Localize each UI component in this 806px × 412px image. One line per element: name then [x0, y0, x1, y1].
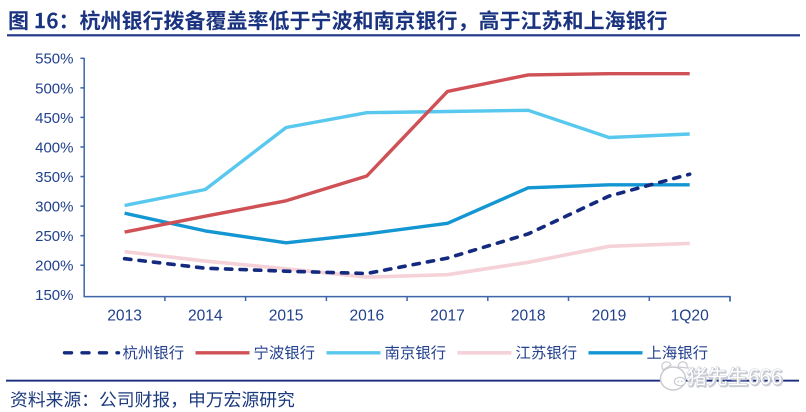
- svg-text:300%: 300%: [35, 199, 73, 216]
- svg-text:400%: 400%: [35, 139, 73, 156]
- svg-text:2016: 2016: [349, 308, 384, 325]
- svg-text:2014: 2014: [188, 308, 223, 325]
- svg-text:2019: 2019: [592, 308, 627, 325]
- svg-text:450%: 450%: [35, 110, 73, 127]
- svg-text:150%: 150%: [35, 287, 73, 304]
- svg-text:1Q20: 1Q20: [671, 308, 709, 325]
- svg-text:2018: 2018: [511, 308, 546, 325]
- svg-text:2017: 2017: [430, 308, 465, 325]
- svg-text:2015: 2015: [269, 308, 304, 325]
- svg-text:550%: 550%: [35, 51, 73, 68]
- svg-text:350%: 350%: [35, 169, 73, 186]
- svg-text:200%: 200%: [35, 258, 73, 275]
- svg-text:500%: 500%: [35, 80, 73, 97]
- svg-text:250%: 250%: [35, 228, 73, 245]
- svg-text:2013: 2013: [107, 308, 142, 325]
